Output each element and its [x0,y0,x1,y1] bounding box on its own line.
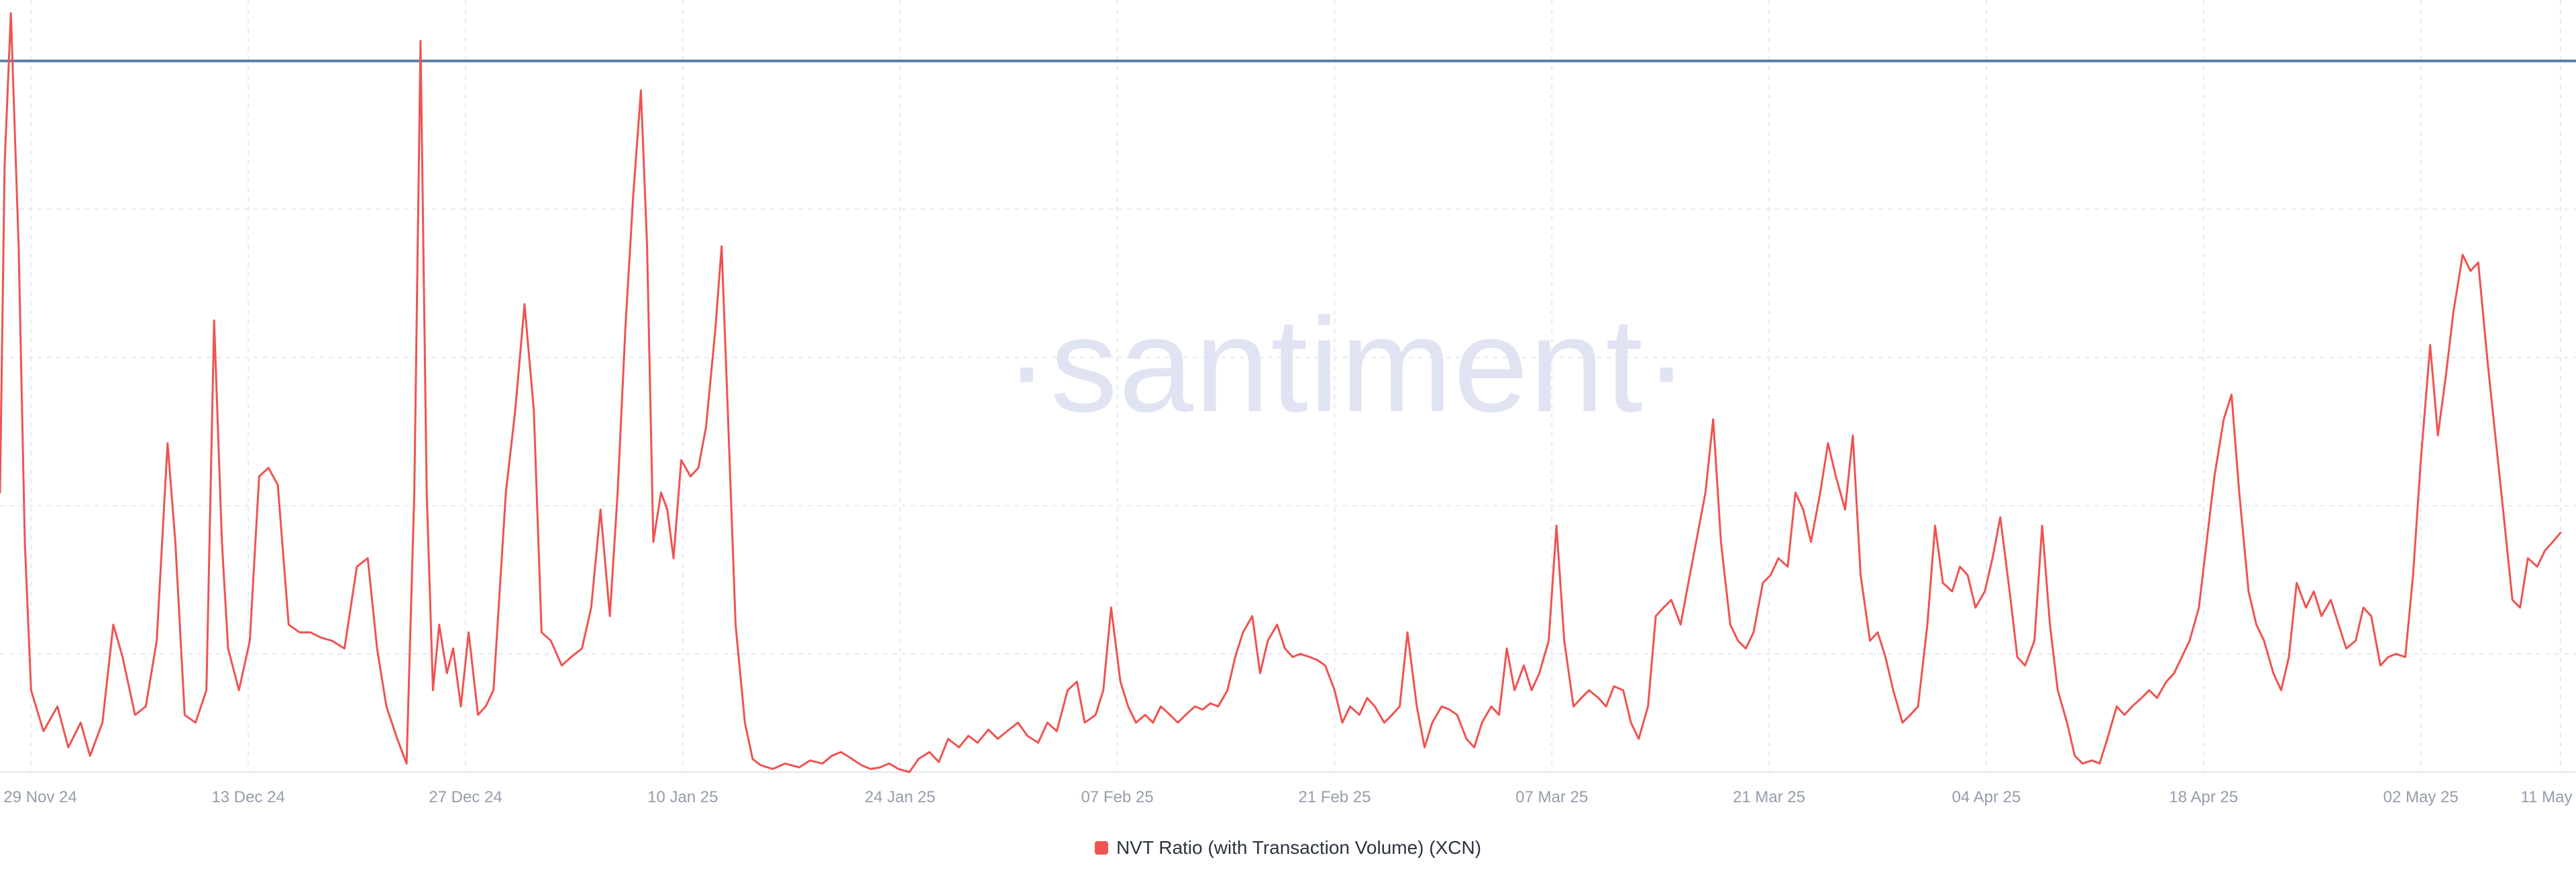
x-tick-label: 18 Apr 25 [2169,788,2238,806]
chart-legend[interactable]: NVT Ratio (with Transaction Volume) (XCN… [1094,837,1482,859]
x-tick-label: 29 Nov 24 [3,788,76,806]
x-tick-label: 24 Jan 25 [865,788,935,806]
x-tick-label: 21 Feb 25 [1298,788,1371,806]
x-tick-label: 13 Dec 24 [211,788,284,806]
x-tick-label: 02 May 25 [2383,788,2459,806]
x-tick-label: 07 Mar 25 [1515,788,1588,806]
x-tick-label: 07 Feb 25 [1081,788,1153,806]
x-tick-label: 04 Apr 25 [1952,788,2021,806]
series-line [0,12,2562,773]
x-tick-label: 27 Dec 24 [429,788,502,806]
legend-label: NVT Ratio (with Transaction Volume) (XCN… [1116,837,1482,858]
legend-marker [1094,841,1108,855]
x-tick-label: 21 Mar 25 [1733,788,1805,806]
x-tick-label: 11 May [2521,788,2573,806]
x-tick-label: 10 Jan 25 [647,788,718,806]
